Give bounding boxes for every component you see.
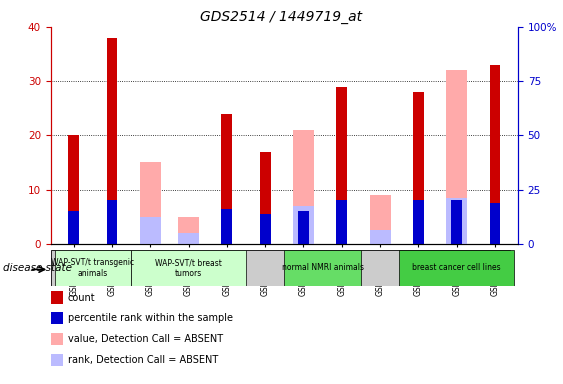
- Bar: [68, 136, 79, 244]
- Bar: [490, 65, 501, 244]
- Bar: [369, 195, 391, 244]
- Bar: [446, 198, 467, 244]
- Bar: [55, 250, 131, 286]
- Bar: [140, 217, 161, 244]
- Bar: [490, 203, 501, 244]
- Text: WAP-SVT/t breast
tumors: WAP-SVT/t breast tumors: [155, 258, 222, 278]
- Bar: [293, 130, 314, 244]
- Text: percentile rank within the sample: percentile rank within the sample: [68, 313, 233, 323]
- Text: GDS2514 / 1449719_at: GDS2514 / 1449719_at: [200, 10, 363, 23]
- Text: value, Detection Call = ABSENT: value, Detection Call = ABSENT: [68, 334, 223, 344]
- Bar: [106, 38, 117, 244]
- Bar: [369, 230, 391, 244]
- Bar: [452, 200, 462, 244]
- Text: breast cancer cell lines: breast cancer cell lines: [412, 263, 501, 272]
- Text: rank, Detection Call = ABSENT: rank, Detection Call = ABSENT: [68, 355, 218, 365]
- Text: normal NMRI animals: normal NMRI animals: [282, 263, 364, 272]
- Text: disease state: disease state: [3, 263, 72, 273]
- Text: WAP-SVT/t transgenic
animals: WAP-SVT/t transgenic animals: [51, 258, 135, 278]
- Bar: [131, 250, 246, 286]
- Bar: [178, 233, 199, 244]
- Bar: [446, 70, 467, 244]
- Bar: [106, 200, 117, 244]
- Bar: [260, 214, 271, 244]
- Bar: [413, 92, 424, 244]
- Bar: [337, 86, 347, 244]
- Text: count: count: [68, 293, 95, 303]
- Bar: [399, 250, 514, 286]
- Bar: [221, 209, 232, 244]
- Bar: [413, 200, 424, 244]
- Bar: [337, 200, 347, 244]
- Bar: [260, 152, 271, 244]
- Bar: [68, 211, 79, 244]
- Bar: [178, 217, 199, 244]
- Bar: [221, 114, 232, 244]
- Bar: [284, 250, 361, 286]
- Bar: [293, 206, 314, 244]
- Bar: [298, 211, 309, 244]
- Bar: [140, 162, 161, 244]
